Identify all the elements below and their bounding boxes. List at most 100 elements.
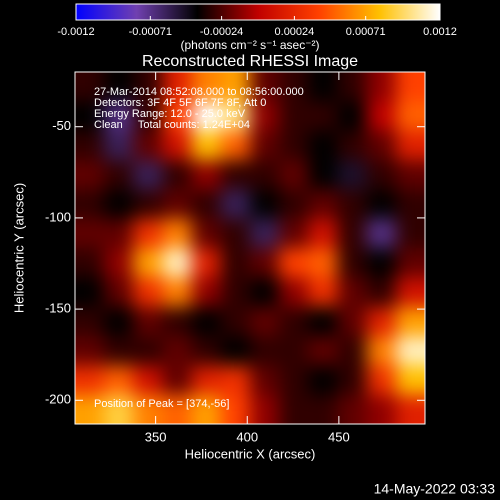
heatmap-cell [308,394,339,424]
heatmap-cell [75,160,105,190]
heatmap-cell [308,130,339,161]
colorbar-label: (photons cm⁻² s⁻¹ asec⁻²) [180,38,319,52]
heatmap-cell [250,306,280,337]
heatmap-cell [337,101,368,132]
annotation: Clean Total counts: 1.24E+04 [94,119,250,131]
heatmap-cell [162,248,193,278]
heatmap-cell [279,101,309,132]
heatmap-cell [395,130,425,161]
heatmap-cell [279,189,309,220]
heatmap-cell [191,72,222,102]
heatmap-cell [308,365,339,396]
heatmap-cell [366,72,397,102]
heatmap-cell [133,394,164,424]
chart-title: Reconstructed RHESSI Image [142,53,358,70]
annotation: 27-Mar-2014 08:52:08.000 to 08:56:00.000 [94,86,304,98]
heatmap-cell [104,336,134,366]
heatmap-cell [337,336,368,366]
heatmap-cell [191,218,222,249]
heatmap-cell [395,218,425,249]
heatmap-cell [191,130,222,161]
heatmap-cell [75,189,105,220]
heatmap-cell [366,160,397,190]
heatmap-cell [220,365,251,396]
heatmap-cell [308,160,339,190]
heatmap-cell [279,72,309,102]
heatmap-cell [104,365,134,396]
heatmap-cell [104,394,134,424]
heatmap-cell [279,277,309,308]
heatmap-cell [162,394,193,424]
heatmap-cell [337,248,368,278]
heatmap-cell [220,336,251,366]
heatmap-cell [133,72,164,102]
colorbar-tick-label: -0.00024 [200,26,243,38]
heatmap-cell [162,101,193,132]
heatmap-cell [191,248,222,278]
heatmap-cell [279,336,309,366]
heatmap-cell [366,189,397,220]
heatmap-cell [279,306,309,337]
heatmap-cell [220,277,251,308]
heatmap-cell [308,248,339,278]
heatmap-cell [191,101,222,132]
heatmap-cell [337,218,368,249]
heatmap-cell [279,218,309,249]
heatmap-cell [395,336,425,366]
heatmap-clip [75,72,425,424]
heatmap-cell [191,189,222,220]
heatmap-cell [162,306,193,337]
y-tick-label: -50 [52,118,71,133]
heatmap-cell [250,277,280,308]
heatmap-cell [337,365,368,396]
heatmap-cell [75,248,105,278]
heatmap-cell [133,218,164,249]
heatmap-cell [308,277,339,308]
heatmap-cell [220,130,251,161]
colorbar-tick-label: 0.0012 [423,26,457,38]
heatmap-cell [366,218,397,249]
heatmap-cell [191,336,222,366]
heatmap-cell [366,248,397,278]
heatmap-cell [133,189,164,220]
heatmap-cell [279,130,309,161]
colorbar-tick-label: -0.00071 [129,26,172,38]
heatmap-cell [220,394,251,424]
heatmap-cell [104,72,134,102]
heatmap [75,72,425,424]
heatmap-cell [162,218,193,249]
x-tick-label: 400 [236,429,258,444]
heatmap-cell [337,277,368,308]
heatmap-cell [308,218,339,249]
heatmap-cell [250,394,280,424]
y-tick-label: -200 [45,392,71,407]
heatmap-cell [250,72,280,102]
heatmap-cell [75,277,105,308]
heatmap-cell [162,277,193,308]
heatmap-cell [395,394,425,424]
heatmap-cell [366,336,397,366]
heatmap-cell [395,72,425,102]
heatmap-cell [395,248,425,278]
plot-frame [74,71,426,425]
heatmap-cell [337,72,368,102]
heatmap-cell [250,160,280,190]
heatmap-cell [366,101,397,132]
heatmap-cell [250,248,280,278]
heatmap-cell [104,277,134,308]
heatmap-cell [75,72,105,102]
heatmap-cell [395,277,425,308]
heatmap-cell [366,306,397,337]
heatmap-cell [308,336,339,366]
heatmap-cell [75,394,105,424]
heatmap-cell [75,306,105,337]
annotation: Energy Range: 12.0 - 25.0 keV [94,108,246,120]
colorbar-tick-label: -0.0012 [57,26,94,38]
heatmap-cell [133,160,164,190]
heatmap-cell [104,306,134,337]
heatmap-cell [366,394,397,424]
heatmap-cell [191,306,222,337]
colorbar-tick-label: 0.00071 [346,26,386,38]
heatmap-cell [162,365,193,396]
